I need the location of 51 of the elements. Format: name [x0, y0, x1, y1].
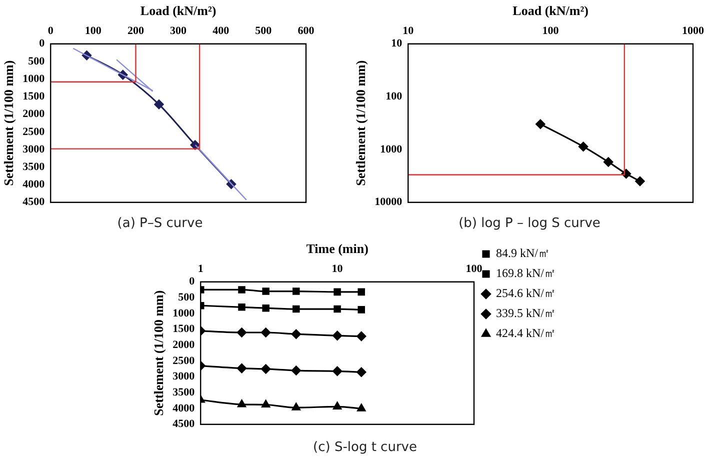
x-tick-label: 100: [542, 25, 560, 38]
text: (b) log P – log S curve: [458, 216, 602, 231]
y-tick-label: 4000: [22, 178, 46, 191]
y-tick-label: 1500: [22, 90, 46, 103]
text: (c) S-log t curve: [312, 440, 418, 455]
y-tick-label: 0: [39, 38, 46, 50]
x-tick-label: 100: [466, 263, 483, 276]
x-tick-label: 10: [332, 263, 344, 276]
y-tick-label: 3000: [22, 143, 46, 156]
x-tick-label: 10: [402, 25, 414, 38]
y-tick-label: 2000: [172, 339, 196, 352]
y-axis-title: Settlement (1/100 mm): [353, 60, 368, 186]
y-tick-label: 500: [178, 291, 196, 304]
x-axis-title: Load (kN/m²): [512, 3, 588, 18]
y-tick-label: 1000: [22, 72, 46, 85]
y-tick-label: 10000: [374, 196, 403, 208]
legend-label: 339.5 kN/㎡: [496, 306, 556, 320]
y-tick-label: 500: [28, 55, 46, 68]
x-tick-label: 0: [48, 25, 54, 38]
y-tick-label: 10: [391, 38, 403, 50]
x-tick-label: 600: [298, 25, 315, 38]
legend-label: 84.9 kN/㎡: [496, 246, 550, 260]
y-tick-label: 1000: [380, 143, 403, 156]
x-tick-label: 1: [198, 263, 204, 276]
x-tick-label: 100: [84, 25, 102, 38]
y-tick-label: 100: [386, 90, 403, 103]
y-tick-label: 2000: [22, 108, 46, 120]
legend-label: 424.4 kN/㎡: [496, 326, 556, 340]
legend-label: 254.6 kN/㎡: [496, 286, 556, 300]
y-tick-label: 3500: [22, 161, 46, 173]
x-tick-label: 300: [170, 25, 188, 38]
y-tick-label: 0: [189, 276, 196, 288]
y-axis-title: Settlement (1/100 mm): [1, 60, 16, 186]
y-tick-label: 2500: [172, 354, 196, 367]
y-tick-label: 3000: [172, 370, 196, 383]
x-axis-title: Time (min): [306, 241, 368, 256]
y-tick-label: 4000: [172, 402, 196, 414]
y-tick-label: 1000: [172, 307, 196, 320]
y-tick-label: 4500: [22, 196, 46, 208]
y-tick-label: 4500: [172, 418, 196, 430]
y-tick-label: 3500: [172, 386, 196, 399]
y-tick-label: 2500: [22, 126, 46, 138]
y-tick-label: 1500: [172, 323, 196, 336]
x-tick-label: 1000: [682, 25, 704, 38]
x-axis-title: Load (kN/m²): [140, 3, 216, 18]
x-tick-label: 500: [255, 25, 272, 38]
y-axis-title: Settlement (1/100 mm): [151, 290, 166, 416]
x-tick-label: 400: [212, 25, 230, 38]
text: (a) P–S curve: [116, 216, 204, 231]
legend-label: 169.8 kN/㎡: [496, 266, 556, 280]
x-tick-label: 200: [127, 25, 144, 38]
